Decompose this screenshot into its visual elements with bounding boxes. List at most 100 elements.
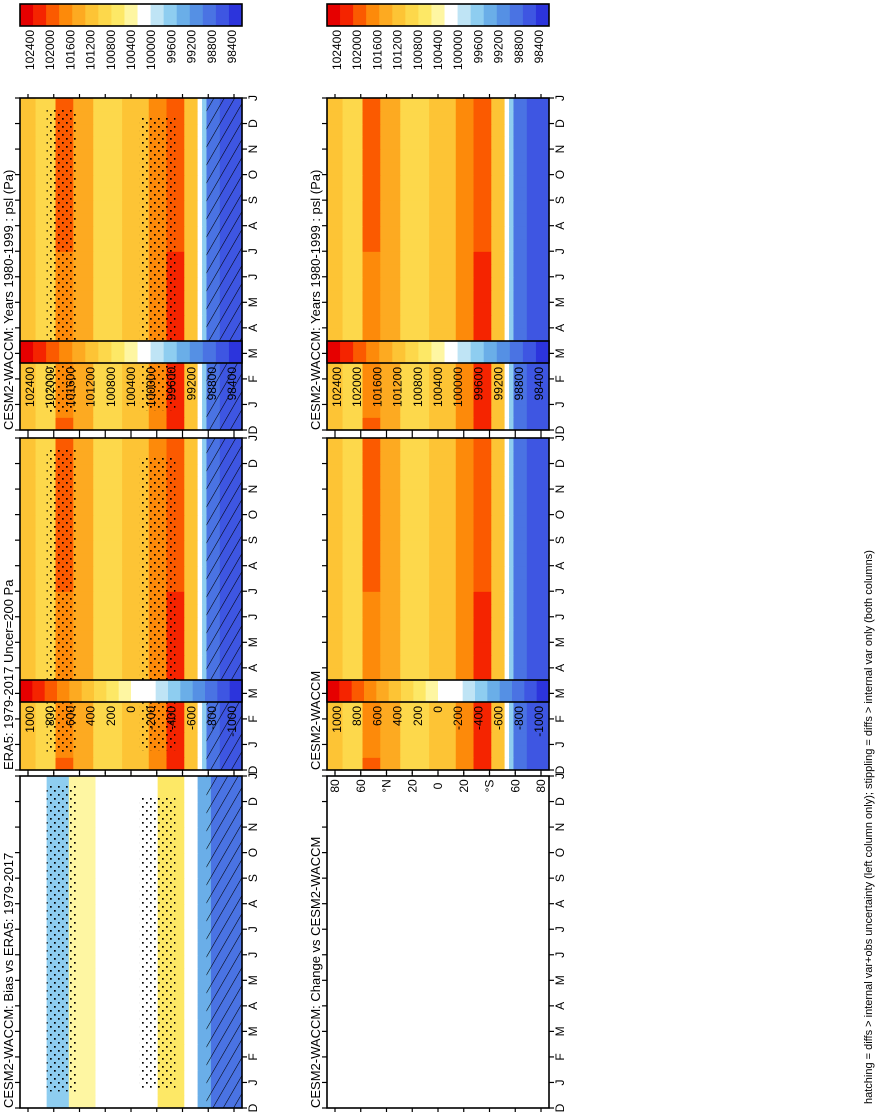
plot-frame	[326, 775, 550, 1109]
field-cell	[197, 200, 203, 214]
field-cell	[455, 578, 475, 592]
field-cell	[491, 463, 506, 477]
field-cell	[513, 136, 528, 150]
field-cell	[197, 212, 203, 227]
field-cell	[73, 417, 94, 431]
field-cell	[197, 552, 203, 567]
field-cell	[148, 757, 168, 771]
field-cell	[95, 942, 119, 956]
field-cell	[20, 366, 37, 380]
field-cell	[380, 123, 401, 137]
field-cell	[327, 438, 344, 452]
field-cell	[197, 174, 203, 188]
field-cell	[513, 578, 528, 592]
colorbar-label: -600	[185, 706, 199, 730]
field-cell	[380, 578, 401, 592]
field-cell	[342, 578, 364, 592]
colorbar-label: 99600	[164, 367, 178, 401]
field-cell	[509, 404, 515, 418]
field-cell	[509, 514, 515, 528]
colorbar-label: 99600	[471, 367, 485, 401]
field-cell	[504, 706, 510, 720]
field-cell	[400, 225, 430, 240]
field-cell	[509, 476, 515, 490]
field-cell	[362, 718, 381, 733]
field-cell	[20, 839, 48, 854]
field-cell	[342, 136, 364, 150]
field-cell	[342, 718, 364, 733]
field-cell	[491, 161, 506, 176]
field-cell	[20, 450, 37, 465]
colorbar-label: 99200	[492, 30, 506, 64]
field-cell	[342, 212, 364, 227]
field-cell	[342, 616, 364, 631]
field-cell	[202, 463, 208, 477]
field-cell	[73, 98, 94, 112]
colorbar-label: 800	[350, 706, 364, 726]
field-cell	[184, 149, 199, 163]
field-cell	[473, 417, 492, 431]
colorbar-swatch	[475, 680, 488, 702]
field-cell	[20, 391, 37, 406]
colorbar-swatch	[20, 4, 34, 26]
colorbar-swatch	[405, 4, 419, 26]
field-cell	[342, 731, 364, 746]
colorbar-label: 102000	[43, 30, 57, 70]
field-cell	[184, 642, 199, 656]
field-cell	[513, 417, 528, 431]
month-label: D	[553, 1103, 567, 1112]
field-cell	[95, 1031, 119, 1045]
colorbar-label: 400	[391, 706, 405, 726]
field-cell	[400, 616, 430, 631]
field-cell	[148, 417, 168, 431]
colorbar-swatch	[379, 341, 393, 363]
field-cell	[504, 417, 510, 431]
field-cell	[362, 276, 381, 291]
field-cell	[362, 501, 381, 516]
field-cell	[184, 489, 199, 503]
field-cell	[513, 366, 528, 380]
field-cell	[491, 251, 506, 265]
colorbar-swatch	[72, 341, 86, 363]
field-cell	[491, 552, 506, 567]
colorbar-swatch	[431, 4, 445, 26]
field-cell	[342, 463, 364, 477]
field-cell	[20, 251, 37, 265]
panel-title: CESM2-WACCM	[308, 671, 323, 770]
field-cell	[342, 289, 364, 303]
field-cell	[429, 200, 457, 214]
field-cell	[184, 1005, 199, 1020]
field-cell	[95, 1082, 119, 1096]
field-cell	[380, 174, 401, 188]
colorbar-swatch	[98, 4, 112, 26]
field-cell	[429, 366, 457, 380]
field-cell	[509, 123, 515, 137]
field-cell	[327, 110, 344, 125]
colorbar-label: -600	[492, 706, 506, 730]
colorbar-swatch	[81, 680, 95, 702]
field-cell	[513, 565, 528, 580]
field-cell	[197, 366, 203, 380]
colorbar-label: 98400	[532, 30, 546, 64]
field-cell	[93, 757, 123, 771]
field-cell	[400, 591, 430, 605]
field-cell	[400, 655, 430, 669]
field-cell	[93, 302, 123, 316]
field-cell	[491, 501, 506, 516]
field-cell	[93, 744, 123, 758]
field-cell	[429, 174, 457, 188]
field-cell	[526, 604, 550, 618]
field-cell	[455, 276, 475, 291]
field-cell	[504, 264, 510, 278]
field-cell	[68, 1095, 97, 1109]
field-cell	[93, 225, 123, 240]
field-cell	[20, 667, 37, 682]
colorbar-swatch	[438, 680, 451, 702]
field-cell	[526, 149, 550, 163]
field-cell	[73, 463, 94, 477]
field-cell	[20, 1044, 48, 1058]
colorbar-swatch	[189, 4, 204, 26]
field-cell	[400, 489, 430, 503]
field-cell	[197, 404, 203, 418]
month-label: D	[246, 459, 260, 468]
